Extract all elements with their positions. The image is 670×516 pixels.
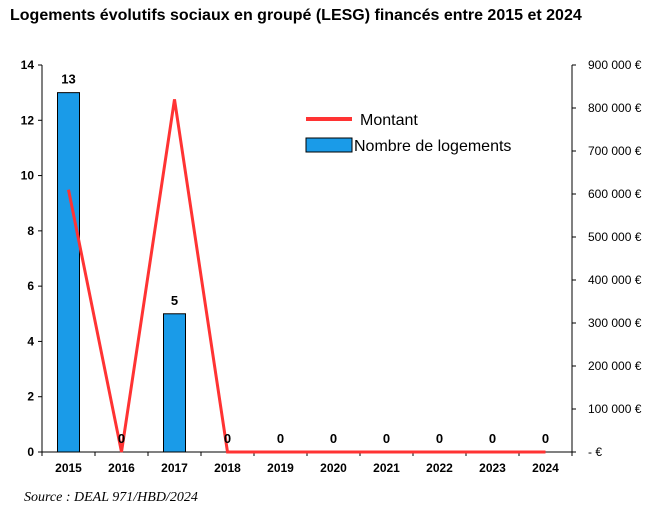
right-tick-label: 600 000 € (588, 187, 642, 201)
left-tick-label: 0 (27, 445, 34, 459)
bar-data-label: 5 (171, 293, 178, 308)
left-tick-label: 10 (21, 169, 35, 183)
bar-data-label: 0 (489, 431, 496, 446)
bar-2017 (163, 313, 186, 453)
left-tick-label: 2 (27, 390, 34, 404)
bar-data-label: 0 (330, 431, 337, 446)
montant-line (67, 99, 546, 454)
chart-title: Logements évolutifs sociaux en groupé (L… (10, 7, 582, 24)
right-tick-label: 800 000 € (588, 101, 642, 115)
bar-data-label: 0 (383, 431, 390, 446)
bar-2015 (57, 92, 80, 453)
right-tick-label: - € (588, 445, 602, 459)
source-note: Source : DEAL 971/HBD/2024 (24, 490, 198, 505)
legend-logements-label: Nombre de logements (354, 138, 511, 155)
left-tick-label: 4 (27, 334, 34, 348)
left-tick-label: 12 (21, 113, 35, 127)
x-tick-label: 2019 (267, 461, 294, 475)
legend: Montant Nombre de logements (305, 112, 511, 155)
bar-data-label: 0 (277, 431, 284, 446)
right-tick-label: 100 000 € (588, 402, 642, 416)
bar-data-label: 0 (436, 431, 443, 446)
right-tick-label: 900 000 € (588, 58, 642, 72)
x-tick-label: 2016 (108, 461, 135, 475)
right-tick-label: 300 000 € (588, 316, 642, 330)
x-tick-label: 2024 (532, 461, 559, 475)
legend-montant-label: Montant (360, 112, 418, 129)
x-tick-label: 2020 (320, 461, 347, 475)
right-tick-label: 700 000 € (588, 144, 642, 158)
left-tick-label: 8 (27, 224, 34, 238)
legend-logements-swatch (305, 137, 353, 153)
left-tick-label: 6 (27, 279, 34, 293)
line-layer (67, 99, 546, 454)
bar-data-label: 0 (118, 431, 125, 446)
bar-data-label: 0 (224, 431, 231, 446)
x-tick-label: 2022 (426, 461, 453, 475)
x-tick-label: 2015 (55, 461, 82, 475)
bar-data-label: 13 (61, 72, 75, 87)
left-tick-label: 14 (21, 58, 35, 72)
right-tick-label: 500 000 € (588, 230, 642, 244)
x-tick-label: 2023 (479, 461, 506, 475)
x-tick-label: 2021 (373, 461, 400, 475)
right-tick-label: 200 000 € (588, 359, 642, 373)
bar-data-label: 0 (542, 431, 549, 446)
labels-layer: 13 0 5 0 0 0 0 0 0 0 (61, 72, 549, 446)
right-tick-label: 400 000 € (588, 273, 642, 287)
x-tick-label: 2018 (214, 461, 241, 475)
x-tick-label: 2017 (161, 461, 188, 475)
